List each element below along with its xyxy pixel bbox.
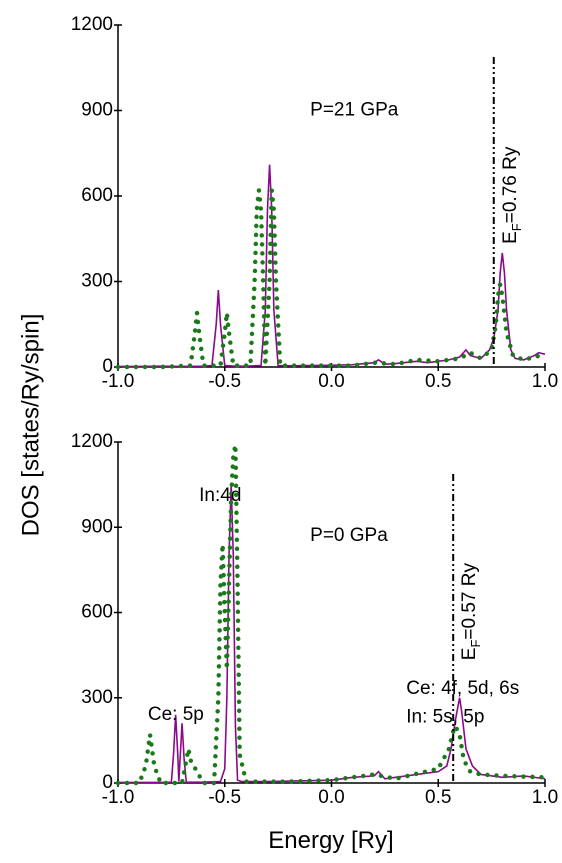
y-tick-label: 600 (81, 602, 113, 623)
annotation: In:4d (199, 485, 241, 506)
y-tick-label: 0 (102, 772, 113, 793)
annotation: In: 5s, 5p (406, 707, 484, 728)
fermi-label: EF=0.76 Ry (500, 146, 524, 244)
x-tick-label: -1.0 (102, 787, 135, 808)
fermi-label-rest: =0.57 Ry (459, 563, 480, 640)
annotation: Ce: 4f, 5d, 6s (406, 678, 519, 699)
y-tick-label: 900 (81, 100, 113, 121)
x-tick-label: 1.0 (532, 371, 558, 392)
annotation: P=21 GPa (310, 100, 399, 121)
x-tick-label: 0.0 (318, 371, 344, 392)
y-tick-label: 600 (81, 185, 113, 206)
dos-line (118, 164, 546, 368)
fermi-label-sub: F (509, 223, 524, 231)
y-axis-label: DOS [states/Ry/spin] (17, 314, 44, 537)
x-tick-label: -0.5 (208, 371, 241, 392)
dos-dotted-line (115, 444, 548, 786)
y-tick-label: 1200 (71, 14, 113, 35)
fermi-label-main: E (459, 648, 480, 661)
y-tick-label: 300 (81, 687, 113, 708)
fermi-label: EF=0.57 Ry (459, 563, 483, 661)
annotation: Ce: 5p (148, 704, 204, 725)
fermi-label-sub: F (468, 640, 483, 648)
annotation: P=0 GPa (310, 525, 388, 546)
y-tick-label: 0 (102, 356, 113, 377)
x-tick-label: 0.5 (425, 371, 451, 392)
fermi-label-main: E (500, 231, 521, 244)
y-tick-label: 900 (81, 516, 113, 537)
x-tick-label: 0.0 (318, 787, 344, 808)
fermi-label-rest: =0.76 Ry (500, 146, 521, 223)
x-tick-label: -0.5 (208, 787, 241, 808)
y-tick-label: 1200 (71, 431, 113, 452)
dos-dotted-line (115, 190, 548, 370)
x-axis-label: Energy [Ry] (268, 827, 393, 854)
y-tick-label: 300 (81, 271, 113, 292)
x-tick-label: 0.5 (425, 787, 451, 808)
x-tick-label: -1.0 (102, 371, 135, 392)
x-tick-label: 1.0 (532, 787, 558, 808)
